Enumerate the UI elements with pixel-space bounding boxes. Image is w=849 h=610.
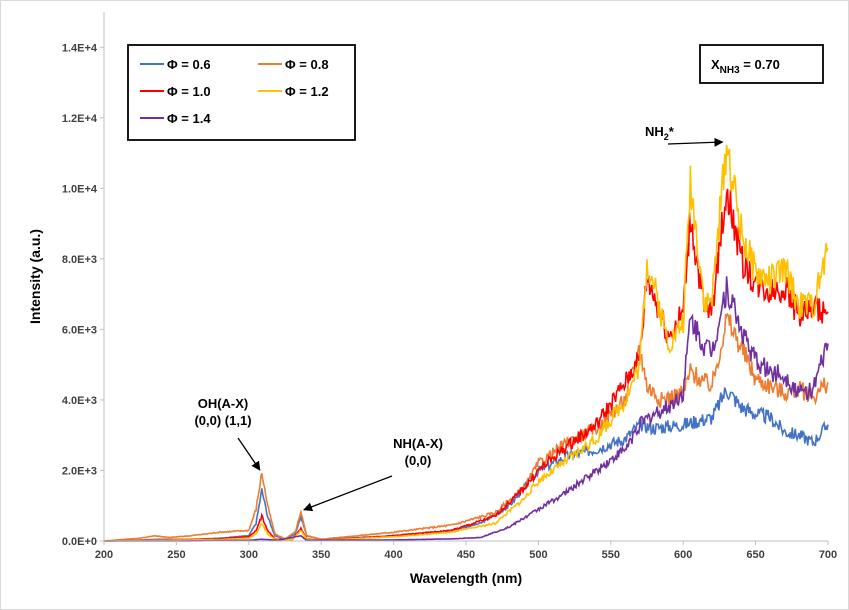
legend-label: Φ = 1.2 — [285, 84, 329, 99]
x-tick-label: 700 — [819, 549, 837, 561]
x-tick-label: 550 — [602, 549, 620, 561]
y-tick-label: 1.4E+4 — [62, 42, 98, 54]
legend-label: Φ = 0.8 — [285, 57, 329, 72]
composition-box — [699, 44, 824, 84]
annotation-oh-arrow — [237, 437, 261, 471]
x-tick-label: 200 — [95, 549, 113, 561]
x-tick-label: 300 — [240, 549, 258, 561]
x-tick-label: 650 — [746, 549, 764, 561]
x-tick-label: 450 — [457, 549, 475, 561]
legend-box — [127, 44, 356, 141]
composition-label: XNH3 = 0.70 — [711, 57, 780, 76]
y-tick-label: 1.0E+4 — [62, 183, 98, 195]
annotation-nh-arrow — [303, 475, 393, 512]
series-line-2 — [104, 188, 829, 542]
annotation-nh2-arrow — [667, 137, 724, 147]
legend-label: Φ = 1.0 — [167, 84, 211, 99]
annotation-nh-label: NH(A-X) — [393, 436, 443, 451]
y-tick-label: 0.0E+0 — [62, 536, 97, 548]
annotation-oh-label: OH(A-X) — [198, 396, 249, 411]
annotation-nh-label: (0,0) — [405, 453, 432, 468]
y-axis-title: Intensity (a.u.) — [27, 229, 43, 324]
y-tick-label: 4.0E+3 — [62, 395, 97, 407]
y-tick-label: 2.0E+3 — [62, 465, 97, 477]
legend-label: Φ = 1.4 — [167, 111, 211, 126]
legend-label: Φ = 0.6 — [167, 57, 211, 72]
annotation-oh-label: (0,0) (1,1) — [194, 413, 251, 428]
y-tick-label: 1.2E+4 — [62, 113, 98, 125]
x-tick-label: 400 — [384, 549, 402, 561]
x-tick-label: 350 — [312, 549, 330, 561]
x-axis-title: Wavelength (nm) — [410, 570, 522, 586]
y-tick-label: 6.0E+3 — [62, 324, 97, 336]
x-tick-label: 500 — [529, 549, 547, 561]
x-tick-label: 250 — [167, 549, 185, 561]
y-tick-label: 8.0E+3 — [62, 254, 97, 266]
series-line-1 — [103, 312, 829, 542]
annotation-nh2-label: NH2* — [645, 124, 675, 142]
series-line-3 — [104, 144, 829, 542]
x-tick-label: 600 — [674, 549, 692, 561]
